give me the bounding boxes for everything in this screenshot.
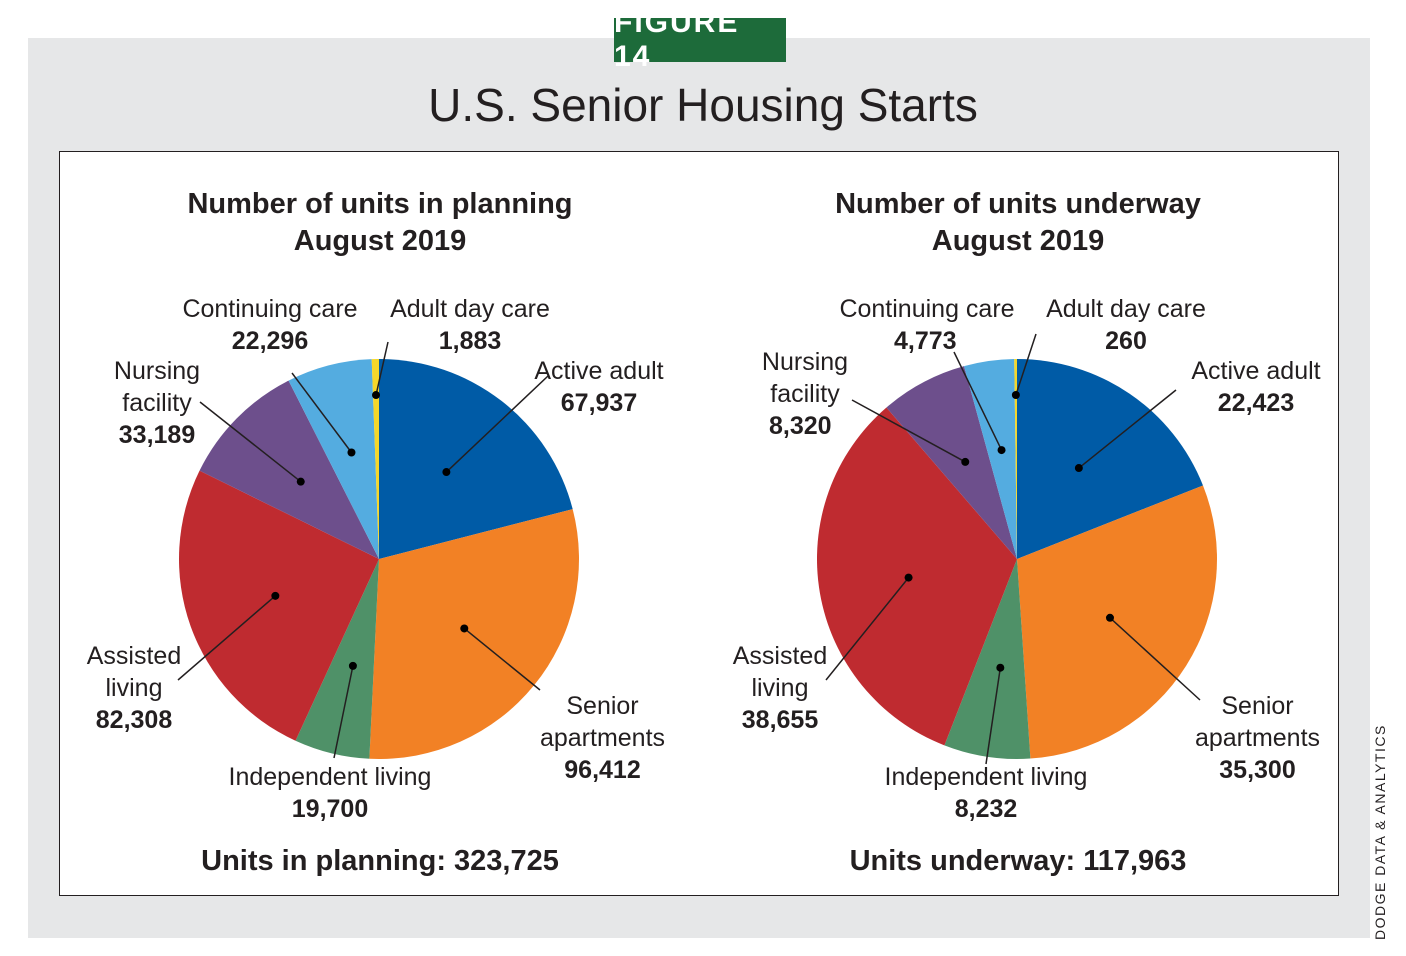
leader-dot [904, 573, 913, 582]
slice-label-value: 1,883 [438, 327, 502, 355]
slice-label-value: 35,300 [1219, 756, 1296, 784]
leader-dot [996, 663, 1005, 672]
leader-line [1078, 389, 1177, 469]
slice-label: Continuing care 22,296 [180, 293, 360, 357]
leader-line [851, 399, 966, 463]
pie-slice-continuing-care [288, 359, 379, 559]
slice-label: Assisted living 38,655 [720, 640, 840, 736]
slice-label: Adult day care 260 [1036, 293, 1216, 357]
leader-line [1015, 333, 1037, 396]
slice-label-value: 260 [1105, 327, 1147, 355]
slice-label: Senior apartments 96,412 [525, 690, 680, 786]
slice-label: Independent living 8,232 [866, 761, 1106, 825]
slice-label: Assisted living 82,308 [74, 640, 194, 736]
slice-label-name: Independent living [228, 763, 432, 791]
slice-label-name: Assisted living [732, 642, 828, 702]
slice-label-value: 22,296 [231, 327, 309, 355]
slice-label-name: Nursing facility [761, 348, 849, 408]
slice-label: Adult day care 1,883 [380, 293, 560, 357]
leader-dot [1011, 391, 1020, 400]
pie-slice-active-adult [379, 359, 573, 559]
slice-label-value: 96,412 [564, 756, 641, 784]
source-credit: DODGE DATA & ANALYTICS [1372, 724, 1388, 940]
slice-label: Continuing care 4,773 [832, 293, 1022, 357]
pie-slice-active-adult [1017, 359, 1203, 559]
leader-line [1109, 617, 1201, 701]
leader-dot [961, 457, 970, 466]
leader-dot [348, 661, 357, 670]
pie-slice-assisted-living [179, 470, 379, 741]
leader-dot [347, 448, 356, 457]
pie-slice-continuing-care [964, 359, 1017, 559]
slice-label: Nursing facility 8,320 [745, 346, 865, 442]
pie-slice-senior-apartments [1017, 485, 1217, 759]
slice-label: Senior apartments 35,300 [1180, 690, 1335, 786]
leader-line [825, 577, 910, 681]
leader-line [333, 665, 354, 759]
chart-total-underway: Units underway: 117,963 [849, 845, 1187, 877]
slice-label-value: 82,308 [95, 706, 173, 734]
leader-line [463, 627, 541, 691]
slice-label: Independent living 19,700 [210, 761, 450, 825]
page-title: U.S. Senior Housing Starts [428, 79, 978, 131]
slice-label-name: Continuing care [182, 295, 358, 323]
slice-label-name: Independent living [884, 763, 1088, 791]
leader-line [985, 667, 1002, 765]
slice-label-name: Adult day care [1046, 295, 1206, 323]
chart-title-planning: Number of units in planning August 2019 [100, 186, 660, 260]
leader-dot [1074, 464, 1083, 473]
figure-badge: FIGURE 14 [614, 6, 786, 73]
slice-label-name: Assisted living [86, 642, 182, 702]
leader-line [177, 595, 276, 681]
leader-line [375, 341, 389, 396]
pie-slice-adult-day-care [371, 359, 379, 559]
pie-slice-senior-apartments [369, 509, 579, 759]
pie-slice-independent-living [944, 559, 1031, 759]
slice-label-name: Adult day care [390, 295, 550, 323]
slice-label-value: 33,189 [118, 421, 196, 449]
leader-line [291, 372, 353, 453]
slice-label-name: Active adult [534, 357, 664, 385]
leader-dot [372, 391, 381, 400]
chart-title-planning-line1: Number of units in planning [187, 188, 573, 220]
pie-slice-adult-day-care [1014, 359, 1017, 559]
leader-dot [1105, 613, 1114, 622]
leader-dot [997, 446, 1006, 455]
chart-title-underway: Number of units underway August 2019 [738, 186, 1298, 260]
slice-label-name: Senior apartments [1194, 692, 1321, 752]
leader-dot [296, 477, 305, 486]
pie-slice-assisted-living [817, 407, 1017, 746]
leader-dot [442, 468, 451, 477]
chart-title-underway-line2: August 2019 [931, 225, 1105, 257]
slice-label-value: 8,232 [954, 795, 1018, 823]
slice-label-value: 8,320 [769, 412, 832, 440]
pie-slice-nursing-facility [199, 380, 379, 559]
chart-title-planning-line2: August 2019 [293, 225, 467, 257]
slice-label-value: 22,423 [1217, 389, 1295, 417]
slice-label-value: 67,937 [560, 389, 638, 417]
pie-slice-nursing-facility [886, 366, 1017, 559]
slice-label: Active adult 67,937 [519, 355, 679, 419]
leader-line [953, 351, 1003, 451]
slice-label-name: Active adult [1191, 357, 1321, 385]
slice-label: Active adult 22,423 [1176, 355, 1336, 419]
chart-title-underway-line1: Number of units underway [835, 188, 1201, 220]
slice-label-value: 4,773 [894, 327, 957, 355]
slice-label: Nursing facility 33,189 [97, 355, 217, 451]
slice-label-name: Nursing facility [113, 357, 201, 417]
leader-dot [460, 624, 469, 633]
leader-dot [271, 591, 280, 600]
pie-slice-independent-living [295, 559, 379, 759]
slice-label-name: Senior apartments [539, 692, 666, 752]
slice-label-value: 19,700 [291, 795, 369, 823]
chart-total-planning: Units in planning: 323,725 [201, 845, 559, 877]
slice-label-name: Continuing care [839, 295, 1015, 323]
leader-line [445, 375, 549, 473]
leader-line [199, 401, 302, 483]
slice-label-value: 38,655 [741, 706, 819, 734]
